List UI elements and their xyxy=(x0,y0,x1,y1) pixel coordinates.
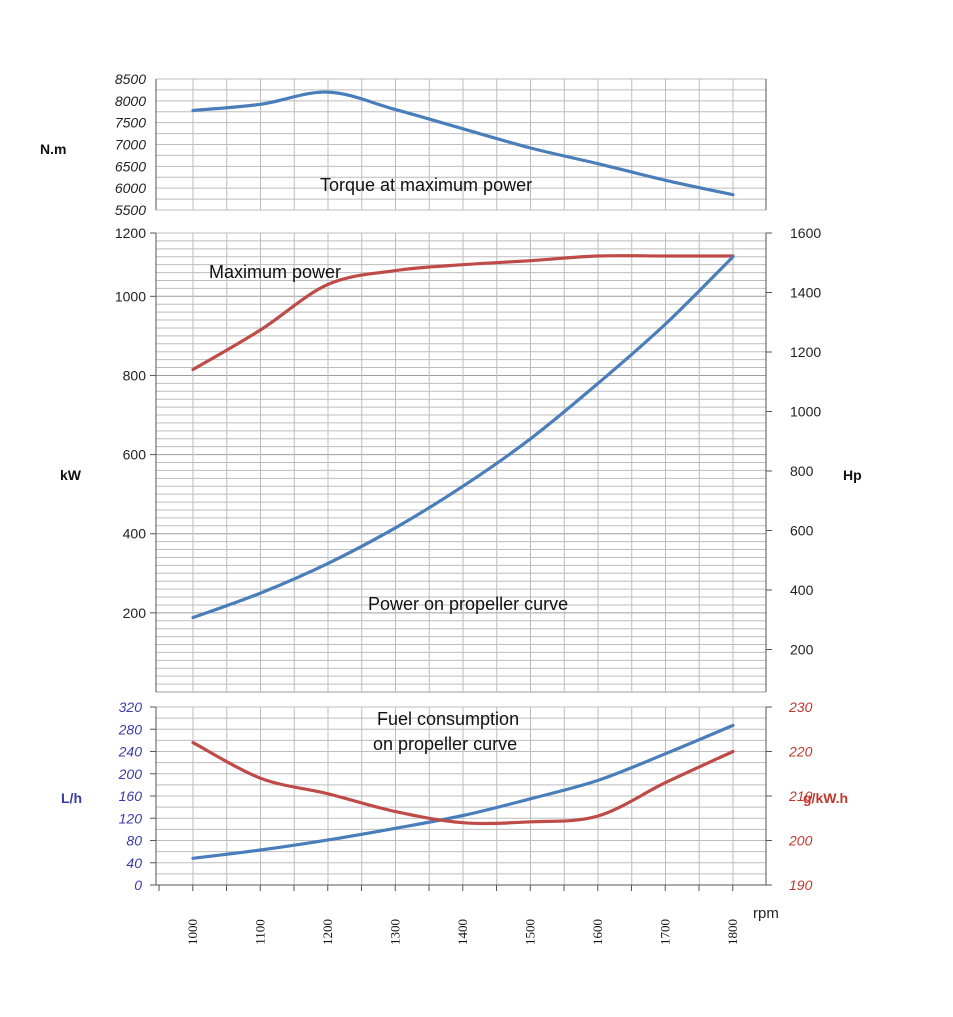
max-power-annotation: Maximum power xyxy=(209,262,341,282)
power-kw-tick-label: 600 xyxy=(123,447,147,463)
max-power-line xyxy=(191,254,735,372)
fuel-y-tick-label: 280 xyxy=(118,721,143,737)
sfc-y-tick-label: 200 xyxy=(788,833,813,849)
x-tick-label: 1800 xyxy=(725,919,740,945)
fuel-y-tick-label: 0 xyxy=(134,877,142,893)
torque-unit-label: N.m xyxy=(40,141,66,157)
sfc-y-tick-label: 190 xyxy=(789,877,813,893)
series-lines xyxy=(191,90,735,860)
x-tick-label: 1000 xyxy=(185,919,200,945)
torque-y-tick-label: 8000 xyxy=(115,93,146,109)
x-tick-label: 1700 xyxy=(658,919,673,945)
propeller-power-line xyxy=(191,255,735,620)
torque-y-tick-label: 6000 xyxy=(115,180,146,196)
grid xyxy=(156,78,766,886)
power-kw-tick-label: 1200 xyxy=(115,225,146,241)
sfc-unit-label: g/kW.h xyxy=(803,790,848,806)
x-tick-label: 1500 xyxy=(523,919,538,945)
fuel-y-tick-label: 120 xyxy=(119,810,143,826)
fuel-y-tick-label: 240 xyxy=(118,744,143,760)
power-kw-unit-label: kW xyxy=(60,467,82,483)
power-hp-tick-label: 1000 xyxy=(790,404,821,420)
sfc-y-tick-label: 220 xyxy=(788,744,813,760)
torque-line xyxy=(191,90,735,197)
torque-y-tick-label: 7000 xyxy=(115,137,146,153)
x-tick-label: 1100 xyxy=(253,919,268,945)
specific-fuel-consumption-line xyxy=(191,741,735,826)
fuel-y-tick-label: 80 xyxy=(126,833,142,849)
power-hp-tick-label: 800 xyxy=(790,463,814,479)
torque-annotation: Torque at maximum power xyxy=(320,175,532,195)
x-axis-label: rpm xyxy=(753,905,779,922)
power-hp-tick-label: 1200 xyxy=(790,344,821,360)
torque-y-tick-label: 6500 xyxy=(115,158,146,174)
torque-y-tick-label: 7500 xyxy=(115,115,146,131)
tick-labels: 8500800075007000650060005500120010008006… xyxy=(115,71,822,945)
propeller-power-annotation: Power on propeller curve xyxy=(368,594,568,614)
power-kw-tick-label: 1000 xyxy=(115,288,146,304)
fuel-consumption-line xyxy=(191,723,735,860)
power-hp-tick-label: 1400 xyxy=(790,285,821,301)
fuel-y-tick-label: 160 xyxy=(119,788,143,804)
fuel-unit-label: L/h xyxy=(61,790,82,806)
torque-y-tick-label: 8500 xyxy=(115,71,146,87)
power-hp-tick-label: 200 xyxy=(790,642,814,658)
axes xyxy=(150,79,772,891)
fuel-annotation-line2: on propeller curve xyxy=(373,734,517,754)
power-hp-unit-label: Hp xyxy=(843,467,862,483)
x-tick-label: 1400 xyxy=(455,919,470,945)
fuel-y-tick-label: 320 xyxy=(119,699,143,715)
x-tick-label: 1200 xyxy=(320,919,335,945)
power-kw-tick-label: 200 xyxy=(123,605,147,621)
sfc-y-tick-label: 230 xyxy=(788,699,813,715)
power-kw-tick-label: 800 xyxy=(123,367,147,383)
power-hp-tick-label: 1600 xyxy=(790,225,821,241)
fuel-y-tick-label: 200 xyxy=(118,766,143,782)
torque-y-tick-label: 5500 xyxy=(115,202,146,218)
x-tick-label: 1600 xyxy=(590,919,605,945)
sfc-y-tick-label: 210 xyxy=(788,788,813,804)
power-kw-tick-label: 400 xyxy=(123,526,147,542)
x-tick-label: 1300 xyxy=(388,919,403,945)
power-hp-tick-label: 600 xyxy=(790,523,814,539)
fuel-y-tick-label: 40 xyxy=(126,855,142,871)
power-hp-tick-label: 400 xyxy=(790,582,814,598)
fuel-annotation-line1: Fuel consumption xyxy=(377,709,519,729)
